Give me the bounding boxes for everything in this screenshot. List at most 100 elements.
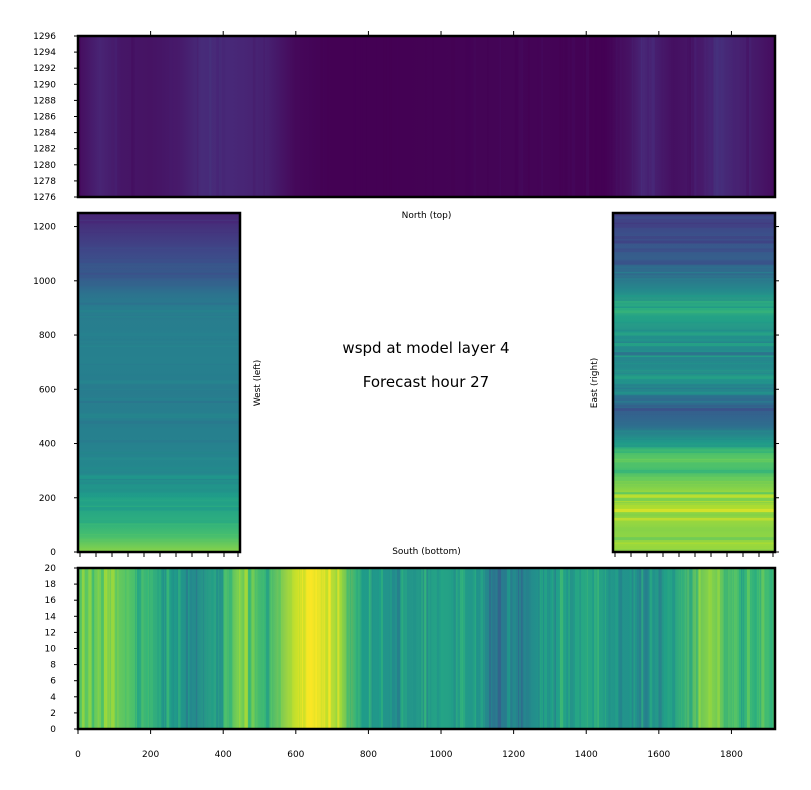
heatmap-streak [613,502,775,505]
heatmap-streak [632,568,636,729]
heatmap-streak [613,445,775,449]
y-tick-label: 1296 [33,32,56,42]
heatmap-streak [613,430,775,433]
heatmap-streak [146,568,149,729]
heatmap-streak [171,568,172,729]
heatmap-streak [211,568,214,729]
heatmap-streak [88,568,92,729]
heatmap-streak [613,299,775,301]
east-y-axis [775,226,779,553]
heatmap-streak [465,36,470,197]
y-tick-label: 1284 [33,129,56,139]
heatmap-streak [613,516,775,518]
heatmap-streak [222,36,226,197]
heatmap-streak [501,568,505,729]
heatmap-streak [724,568,728,729]
heatmap-streak [266,568,270,729]
heatmap-streak [223,568,228,729]
heatmap-streak [613,527,775,531]
heatmap-streak [521,568,524,729]
west-x-ticks [79,552,239,557]
heatmap-streak [520,36,523,197]
heatmap-streak [613,549,775,551]
heatmap-streak [613,514,775,516]
heatmap-streak [613,453,775,457]
y-tick-label: 10 [45,645,57,655]
heatmap-streak [389,568,391,729]
heatmap-streak [594,568,597,729]
heatmap-streak [746,568,750,729]
heatmap-streak [696,36,698,197]
heatmap-streak [203,568,205,729]
y-tick-label: 1286 [33,113,56,123]
heatmap-streak [453,568,456,729]
heatmap-streak [748,36,752,197]
heatmap-streak [527,36,530,197]
heatmap-streak [78,539,240,542]
heatmap-streak [160,36,162,197]
y-tick-label: 1290 [33,80,56,90]
heatmap-streak [613,449,775,453]
heatmap-streak [723,568,727,729]
heatmap-streak [553,568,556,729]
heatmap-streak [185,568,188,729]
heatmap-streak [613,300,775,303]
x-tick-label: 1800 [720,750,743,760]
heatmap-streak [178,568,180,729]
heatmap-streak [651,568,655,729]
heatmap-streak [643,568,647,729]
heatmap-streak [743,36,747,197]
heatmap-streak [613,350,775,354]
heatmap-streak [278,568,282,729]
heatmap-streak [613,476,775,481]
heatmap-streak [78,482,240,485]
heatmap-streak [216,36,220,197]
heatmap-streak [107,568,109,729]
heatmap-streak [613,385,775,388]
heatmap-streak [613,222,775,224]
heatmap-streak [613,398,775,401]
heatmap-streak [132,36,134,197]
x-tick-label: 800 [360,750,377,760]
south-panel: 0 2 4 6 8 10 12 14 16 18 20 0 200 400 600 800 1000 1200 1… [45,564,777,760]
heatmap-streak [663,568,667,729]
heatmap-streak [564,36,568,197]
heatmap-streak [78,388,240,391]
heatmap-streak [613,387,775,390]
heatmap-streak [690,568,693,729]
heatmap-streak [613,319,775,323]
heatmap-streak [605,568,606,729]
heatmap-streak [582,36,584,197]
heatmap-streak [78,265,240,269]
heatmap-streak [738,36,740,197]
heatmap-streak [613,264,775,266]
heatmap-streak [169,36,173,197]
heatmap-streak [320,568,322,729]
heatmap-streak [379,568,383,729]
heatmap-streak [78,338,240,341]
heatmap-streak [613,295,775,297]
heatmap-streak [521,36,523,197]
heatmap-streak [667,568,670,729]
heatmap-streak [613,329,775,332]
heatmap-streak [547,568,551,729]
east-frame [611,211,777,554]
heatmap-streak [613,354,775,357]
y-tick-label: 4 [50,693,56,703]
heatmap-streak [571,36,576,197]
heatmap-streak [761,568,765,729]
y-tick-label: 6 [50,677,56,687]
y-tick-label: 1280 [33,161,56,171]
heatmap-streak [770,36,774,197]
heatmap-streak [78,416,240,419]
heatmap-streak [619,36,622,197]
heatmap-streak [613,315,775,320]
heatmap-streak [474,568,476,729]
heatmap-streak [613,306,775,308]
heatmap-streak [451,36,455,197]
x-tick-label: 1400 [575,750,598,760]
heatmap-streak [687,36,690,197]
heatmap-streak [78,270,240,272]
heatmap-streak [552,568,554,729]
heatmap-streak [209,36,212,197]
